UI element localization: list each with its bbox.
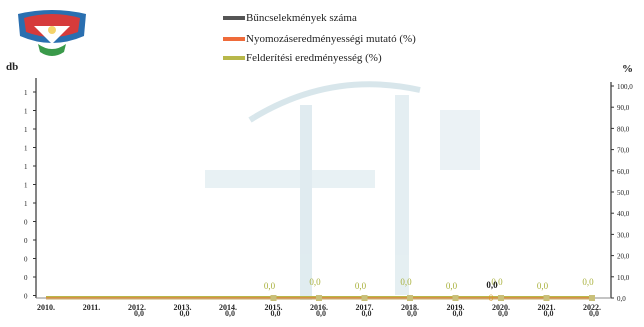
data-label-main: 0,0 xyxy=(362,309,372,318)
data-label-green: 0,0 xyxy=(446,281,458,291)
left-tick-label: 0 xyxy=(24,256,28,264)
series-marker xyxy=(316,295,322,301)
x-tick-label: 2020. xyxy=(492,303,510,312)
series-layer xyxy=(46,295,595,301)
left-axis-ticks: 1 1 1 1 1 1 1 0 0 0 0 0 xyxy=(24,89,36,301)
right-tick-label: 60,0 xyxy=(617,168,630,176)
left-tick-label: 1 xyxy=(24,108,28,116)
right-tick-label: 100,0 xyxy=(617,83,633,91)
left-tick-label: 0 xyxy=(24,219,28,227)
left-tick-label: 1 xyxy=(24,126,28,134)
background-watermark xyxy=(205,81,480,300)
x-tick-label: 2013. xyxy=(174,303,192,312)
legend-swatch-0 xyxy=(223,16,245,20)
data-label-main: 0,0 xyxy=(498,309,508,318)
legend-label-0: Bűncselekmények száma xyxy=(246,12,357,24)
x-tick-label: 2021. xyxy=(538,303,556,312)
data-label-extra: 0,0 xyxy=(486,280,498,290)
data-label-main: 0,0 xyxy=(271,309,281,318)
data-label-main: 0,0 xyxy=(180,309,190,318)
data-label-green: 0,0 xyxy=(400,277,412,287)
legend-label-2: Felderítési eredményesség (%) xyxy=(246,52,382,64)
right-tick-label: 20,0 xyxy=(617,253,630,261)
series-marker xyxy=(361,295,368,301)
x-tick-label: 2015. xyxy=(265,303,283,312)
data-label-green: 0,0 xyxy=(264,281,276,291)
data-label-orange: 0 xyxy=(489,293,494,303)
legend-item-1: Nyomozáseredményességi mutató (%) xyxy=(223,33,416,45)
right-axis-unit: % xyxy=(622,63,633,75)
data-label-main: 0,0 xyxy=(134,309,144,318)
right-tick-label: 80,0 xyxy=(617,125,630,133)
data-label-green: 0,0 xyxy=(582,277,594,287)
left-axis-unit: db xyxy=(6,61,18,73)
right-tick-label: 0,0 xyxy=(617,295,626,303)
legend-item-2: Felderítési eredményesség (%) xyxy=(223,52,382,64)
left-tick-label: 1 xyxy=(24,200,28,208)
legend-swatch-1 xyxy=(223,37,245,41)
data-label-main: 0,0 xyxy=(544,309,554,318)
data-label-main: 0,0 xyxy=(225,309,235,318)
left-tick-label: 1 xyxy=(24,89,28,97)
x-tick-label: 2022. xyxy=(583,303,601,312)
right-tick-label: 70,0 xyxy=(617,147,630,155)
right-axis-ticks: 100,0 90,0 80,0 70,0 60,0 50,0 40,0 30,0 20,0 10,… xyxy=(611,83,633,303)
x-tick-label: 2018. xyxy=(401,303,419,312)
x-tick-label: 2012. xyxy=(128,303,146,312)
x-tick-label: 2019. xyxy=(447,303,465,312)
right-tick-label: 50,0 xyxy=(617,189,630,197)
right-tick-label: 40,0 xyxy=(617,210,630,218)
series-marker xyxy=(270,295,277,301)
left-tick-label: 0 xyxy=(24,274,28,282)
series-marker xyxy=(543,295,550,301)
right-tick-label: 90,0 xyxy=(617,104,630,112)
x-tick-label: 2011. xyxy=(83,303,101,312)
legend-label-1: Nyomozáseredményességi mutató (%) xyxy=(246,33,416,45)
data-label-green: 0,0 xyxy=(537,281,549,291)
series-marker xyxy=(498,295,504,301)
left-tick-label: 0 xyxy=(24,293,28,301)
data-label-main: 0,0 xyxy=(453,309,463,318)
x-tick-label: 2010. xyxy=(37,303,55,312)
series-marker xyxy=(407,295,413,301)
data-labels: 0,0 0,0 0,0 0,0 0,0 0,0 0,0 0,00,0 0,0 0,0 0,0 0,0 0… xyxy=(134,277,599,318)
data-label-green: 0,0 xyxy=(355,281,367,291)
police-emblem-icon xyxy=(18,10,86,56)
left-tick-label: 1 xyxy=(24,163,28,171)
x-tick-label: 2014. xyxy=(219,303,237,312)
legend-item-0: Bűncselekmények száma xyxy=(223,12,357,24)
x-axis-labels: 2010. 2011. 2012. 2013. 2014. 2015. 2016. 2017.… xyxy=(37,303,601,312)
series-marker xyxy=(452,295,459,301)
data-label-green: 0,0 xyxy=(491,277,503,287)
series-marker xyxy=(589,295,595,301)
legend-swatch-2 xyxy=(223,56,245,60)
right-tick-label: 30,0 xyxy=(617,231,630,239)
left-tick-label: 1 xyxy=(24,182,28,190)
right-tick-label: 10,0 xyxy=(617,274,630,282)
data-label-main: 0,0 xyxy=(589,309,599,318)
legend: Bűncselekmények száma Nyomozáseredményes… xyxy=(223,12,416,64)
left-tick-label: 1 xyxy=(24,145,28,153)
data-label-main: 0,0 xyxy=(407,309,417,318)
data-label-green: 0,0 xyxy=(309,277,321,287)
data-label-main: 0,0 xyxy=(316,309,326,318)
left-tick-label: 0 xyxy=(24,237,28,245)
x-tick-label: 2016. xyxy=(310,303,328,312)
x-tick-label: 2017. xyxy=(356,303,374,312)
